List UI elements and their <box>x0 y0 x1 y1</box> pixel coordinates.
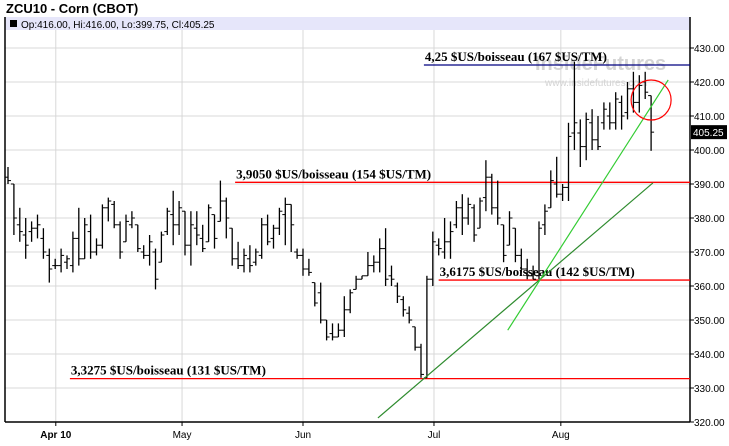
y-tick-label: 390.00 <box>694 180 725 191</box>
y-tick-label: 320.00 <box>694 418 725 429</box>
y-tick-label: 380.00 <box>694 214 725 225</box>
series-square-icon <box>10 20 17 27</box>
y-tick-label: 430.00 <box>694 44 725 55</box>
price-level-label: 4,25 $US/boisseau (167 $US/TM) <box>425 49 607 64</box>
y-tick-label: 360.00 <box>694 282 725 293</box>
watermark-logo: InsideFutures <box>535 53 666 75</box>
ohlc-header-bar <box>5 17 690 30</box>
price-level-label: 3,6175 $US/boisseau (142 $US/TM) <box>440 264 635 279</box>
ohlc-readout: Op:416.00, Hi:416.00, Lo:399.75, Cl:405.… <box>21 20 215 31</box>
trend-line <box>507 79 669 331</box>
chart-title: ZCU10 - Corn (CBOT) <box>6 1 139 16</box>
y-tick-label: 340.00 <box>694 350 725 361</box>
last-price-box <box>691 125 727 140</box>
trend-line <box>377 182 654 419</box>
x-tick-label: Jul <box>428 430 441 441</box>
x-tick-label: Apr 10 <box>40 430 72 441</box>
watermark-url: www.insidefutures.com <box>544 78 647 89</box>
y-tick-label: 370.00 <box>694 248 725 259</box>
y-tick-label: 420.00 <box>694 78 725 89</box>
last-price-label: 405.25 <box>693 128 724 139</box>
x-tick-label: May <box>173 430 192 441</box>
price-level-label: 3,9050 $US/boisseau (154 $US/TM) <box>236 166 431 181</box>
y-tick-label: 350.00 <box>694 316 725 327</box>
x-tick-label: Aug <box>552 430 570 441</box>
x-tick-label: Jun <box>295 430 311 441</box>
y-tick-label: 410.00 <box>694 112 725 123</box>
y-tick-label: 400.00 <box>694 146 725 157</box>
highlight-circle <box>630 79 672 121</box>
price-level-label: 3,3275 $US/boisseau (131 $US/TM) <box>71 363 266 378</box>
y-tick-label: 330.00 <box>694 384 725 395</box>
